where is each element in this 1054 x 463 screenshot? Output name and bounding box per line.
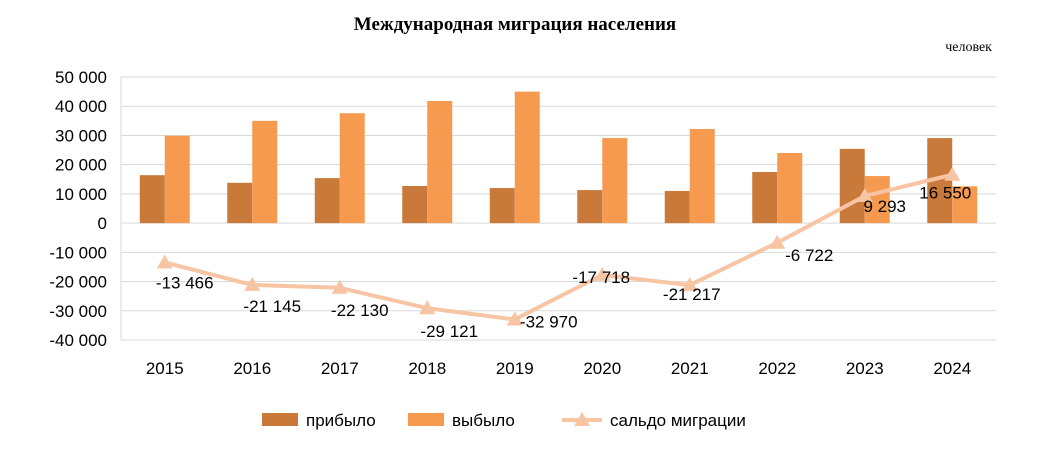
bar-departed	[689, 129, 715, 224]
bar-departed	[252, 120, 278, 224]
balance-marker	[594, 266, 611, 281]
bar-departed	[339, 113, 365, 224]
balance-marker	[506, 311, 523, 326]
balance-data-label: -6 722	[785, 246, 833, 265]
balance-marker	[769, 234, 786, 249]
balance-data-label: -22 130	[331, 301, 389, 320]
balance-line	[164, 172, 953, 322]
x-tick-label: 2024	[933, 359, 971, 378]
x-tick-label: 2023	[846, 359, 884, 378]
balance-marker	[419, 300, 436, 315]
bar-arrived	[402, 185, 428, 224]
balance-data-label: 16 550	[919, 184, 971, 203]
y-tick-label: -10 000	[49, 243, 107, 262]
bar-departed	[427, 100, 453, 224]
balance-data-label: 9 293	[863, 197, 906, 216]
x-tick-label: 2016	[233, 359, 271, 378]
x-tick-label: 2015	[146, 359, 184, 378]
chart-title: Международная миграция населения	[353, 14, 677, 35]
bar-arrived	[227, 182, 253, 224]
x-tick-label: 2018	[408, 359, 446, 378]
legend-label: сальдо миграции	[610, 411, 746, 430]
x-tick-label: 2017	[321, 359, 359, 378]
balance-data-label: -32 970	[520, 312, 578, 331]
bar-departed	[602, 138, 628, 224]
units-label: человек	[945, 40, 992, 55]
bar-arrived	[839, 148, 865, 224]
y-tick-label: -20 000	[49, 273, 107, 292]
y-tick-label: 0	[98, 214, 107, 233]
bar-departed	[777, 152, 803, 224]
bar-arrived	[489, 188, 515, 224]
balance-data-label: -29 121	[420, 322, 478, 341]
balance-data-label: -13 466	[156, 273, 214, 292]
legend-swatch	[262, 413, 298, 426]
x-tick-label: 2021	[671, 359, 709, 378]
y-tick-label: 30 000	[55, 126, 107, 145]
y-tick-label: 40 000	[55, 97, 107, 116]
x-tick-label: 2022	[758, 359, 796, 378]
balance-marker	[944, 166, 961, 181]
bar-arrived	[577, 190, 603, 224]
balance-marker	[156, 254, 173, 269]
balance-marker	[681, 277, 698, 292]
balance-marker	[331, 279, 348, 294]
balance-data-label: -17 718	[572, 268, 630, 287]
y-tick-label: 10 000	[55, 185, 107, 204]
x-tick-label: 2019	[496, 359, 534, 378]
y-tick-label: 50 000	[55, 68, 107, 87]
y-tick-label: 20 000	[55, 156, 107, 175]
bar-arrived	[314, 178, 340, 224]
bar-departed	[952, 186, 978, 224]
bar-departed	[164, 135, 190, 224]
balance-marker	[244, 276, 261, 291]
legend-swatch	[408, 413, 444, 426]
bar-arrived	[664, 190, 690, 224]
x-tick-label: 2020	[583, 359, 621, 378]
balance-marker	[856, 187, 873, 202]
bar-arrived	[752, 171, 778, 224]
y-tick-label: -40 000	[49, 331, 107, 350]
legend-label: выбыло	[452, 411, 515, 430]
bar-departed	[514, 91, 540, 224]
bar-arrived	[139, 175, 165, 224]
legend-marker	[574, 412, 590, 426]
balance-data-label: -21 145	[243, 297, 301, 316]
balance-data-label: -21 217	[663, 285, 721, 304]
legend-label: прибыло	[306, 411, 376, 430]
y-tick-label: -30 000	[49, 302, 107, 321]
